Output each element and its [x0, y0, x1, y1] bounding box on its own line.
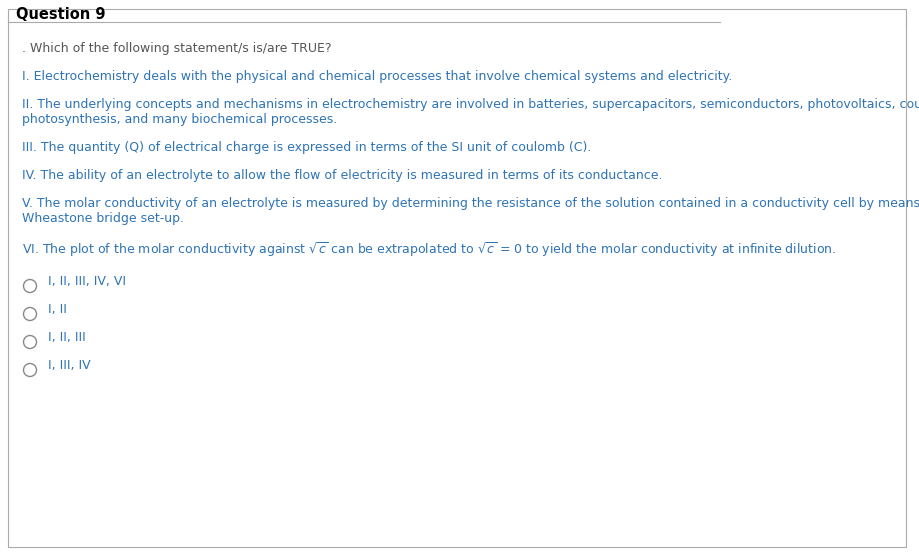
FancyBboxPatch shape [8, 9, 905, 547]
Text: I, III, IV: I, III, IV [48, 359, 91, 373]
Text: II. The underlying concepts and mechanisms in electrochemistry are involved in b: II. The underlying concepts and mechanis… [22, 98, 919, 111]
Text: V. The molar conductivity of an electrolyte is measured by determining the resis: V. The molar conductivity of an electrol… [22, 197, 919, 210]
Text: I, II: I, II [48, 304, 67, 316]
Text: I, II, III: I, II, III [48, 332, 85, 344]
Text: I. Electrochemistry deals with the physical and chemical processes that involve : I. Electrochemistry deals with the physi… [22, 70, 732, 83]
Text: III. The quantity (Q) of electrical charge is expressed in terms of the SI unit : III. The quantity (Q) of electrical char… [22, 141, 591, 154]
Text: Question 9: Question 9 [16, 7, 106, 22]
Text: . Which of the following statement/s is/are TRUE?: . Which of the following statement/s is/… [22, 42, 331, 55]
Text: VI. The plot of the molar conductivity against $\sqrt{c}$ can be extrapolated to: VI. The plot of the molar conductivity a… [22, 240, 835, 259]
Text: Wheastone bridge set-up.: Wheastone bridge set-up. [22, 212, 184, 225]
Text: I, II, III, IV, VI: I, II, III, IV, VI [48, 275, 126, 289]
Text: IV. The ability of an electrolyte to allow the flow of electricity is measured i: IV. The ability of an electrolyte to all… [22, 169, 662, 182]
Text: photosynthesis, and many biochemical processes.: photosynthesis, and many biochemical pro… [22, 113, 337, 126]
